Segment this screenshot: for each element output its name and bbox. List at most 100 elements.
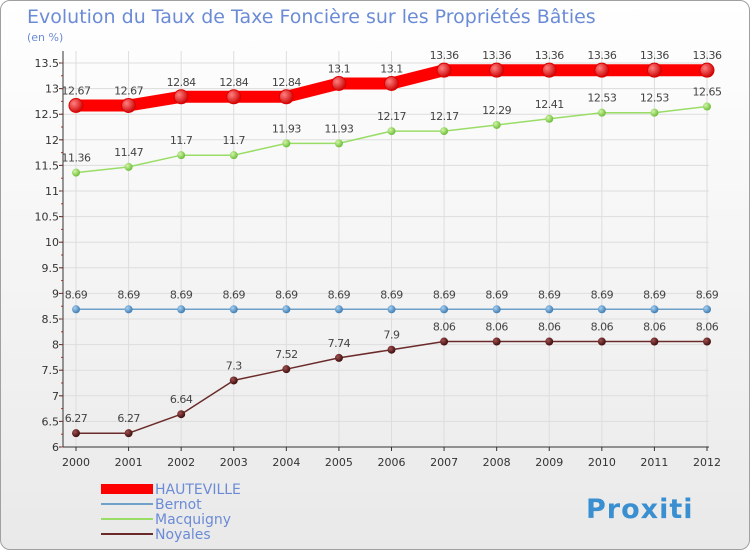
grid-lines — [59, 51, 709, 451]
x-tick-label: 2001 — [115, 456, 143, 469]
data-point — [124, 429, 133, 438]
y-tick-label: 8 — [52, 339, 59, 352]
data-label: 13.36 — [430, 49, 459, 62]
data-label: 8.06 — [591, 321, 614, 334]
data-label: 8.69 — [643, 288, 666, 301]
data-point — [492, 120, 501, 129]
y-axis-label: (en %) — [27, 31, 63, 44]
data-point — [387, 305, 396, 314]
data-label: 8.69 — [380, 288, 403, 301]
data-label: 7.52 — [275, 348, 298, 361]
x-tick-label: 2005 — [325, 456, 353, 469]
data-point — [597, 108, 606, 117]
data-label: 12.67 — [62, 84, 91, 97]
y-tick-label: 7.5 — [42, 364, 60, 377]
data-label: 6.64 — [170, 393, 193, 406]
data-point — [440, 127, 449, 136]
data-point — [440, 337, 449, 346]
y-tick-label: 13 — [45, 83, 59, 96]
data-label: 12.84 — [272, 76, 301, 89]
data-point — [384, 75, 399, 91]
data-point — [703, 337, 711, 346]
data-label: 8.69 — [696, 288, 719, 301]
data-label: 8.06 — [433, 321, 456, 334]
data-label: 12.41 — [535, 98, 564, 111]
data-label: 8.69 — [65, 288, 88, 301]
data-point — [650, 337, 659, 346]
data-label: 12.84 — [167, 76, 196, 89]
data-label: 12.84 — [219, 76, 248, 89]
x-tick-labels: 2000 2001 2002 2003 2004 2005 2006 2007 2008 2009… — [62, 456, 721, 469]
data-point — [282, 139, 291, 148]
data-label: 11.7 — [170, 134, 193, 147]
legend-label-macquigny: Macquigny — [155, 512, 231, 528]
y-tick-label: 11 — [45, 185, 59, 198]
data-label: 6.27 — [65, 412, 88, 425]
data-label: 12.53 — [640, 92, 669, 105]
data-label: 7.9 — [384, 329, 400, 342]
x-tick-label: 2004 — [272, 456, 300, 469]
data-label: 8.69 — [433, 288, 456, 301]
y-tick-label: 10 — [45, 236, 59, 249]
data-point — [278, 89, 294, 105]
y-tick-label: 10.5 — [35, 211, 60, 224]
data-label: 12.65 — [693, 86, 722, 99]
data-point — [489, 62, 505, 78]
data-point — [541, 62, 557, 78]
data-label: 13.36 — [587, 49, 616, 62]
data-label: 8.06 — [485, 321, 508, 334]
series-data-labels: 12.67 12.67 12.84 12.84 12.84 13.1 13.1 13.36 13… — [62, 49, 723, 425]
data-point — [72, 305, 80, 314]
data-point — [331, 75, 347, 91]
data-point — [436, 62, 452, 78]
data-label: 11.93 — [324, 122, 353, 135]
data-label: 8.69 — [223, 288, 246, 301]
x-tick-label: 2010 — [588, 456, 616, 469]
data-label: 8.69 — [485, 288, 508, 301]
data-point — [650, 305, 659, 314]
data-point — [594, 62, 610, 78]
data-point — [703, 102, 711, 111]
legend-label-hauteville: HAUTEVILLE — [155, 482, 241, 498]
data-point — [597, 337, 606, 346]
data-point — [650, 108, 659, 117]
data-point — [440, 305, 449, 314]
data-label: 7.3 — [226, 359, 242, 372]
data-label: 13.36 — [482, 49, 511, 62]
series-points — [68, 62, 715, 438]
data-label: 12.29 — [482, 104, 511, 117]
y-tick-label: 13.5 — [35, 57, 60, 70]
axes — [62, 51, 709, 448]
proxiti-logo: Proxiti — [586, 494, 693, 525]
x-tick-label: 2003 — [220, 456, 248, 469]
x-tick-label: 2012 — [693, 456, 721, 469]
data-label: 11.93 — [272, 122, 301, 135]
data-point — [177, 151, 186, 160]
data-label: 13.36 — [535, 49, 564, 62]
data-label: 8.69 — [328, 288, 351, 301]
data-label: 13.1 — [328, 62, 351, 75]
data-point — [334, 353, 343, 362]
y-tick-label: 6.5 — [42, 415, 60, 428]
data-point — [282, 305, 291, 314]
data-point — [334, 305, 343, 314]
y-tick-label: 7 — [52, 390, 59, 403]
data-label: 11.36 — [62, 152, 91, 165]
y-tick-label: 12.5 — [35, 108, 60, 121]
data-point — [545, 337, 554, 346]
data-point — [177, 410, 186, 419]
x-tick-label: 2007 — [430, 456, 458, 469]
data-point — [68, 97, 84, 113]
data-label: 8.06 — [696, 321, 719, 334]
data-label: 8.06 — [643, 321, 666, 334]
data-label: 12.17 — [430, 110, 459, 123]
data-point — [646, 62, 662, 78]
x-tick-label: 2011 — [640, 456, 668, 469]
data-label: 12.67 — [114, 84, 143, 97]
y-tick-label: 6 — [52, 441, 59, 454]
legend-label-noyales: Noyales — [155, 527, 211, 543]
data-label: 8.69 — [591, 288, 614, 301]
data-point — [177, 305, 186, 314]
